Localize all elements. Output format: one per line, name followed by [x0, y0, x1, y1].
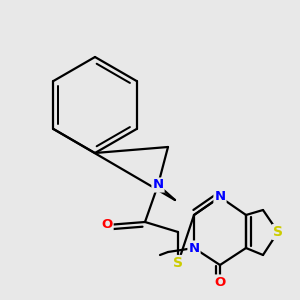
Text: S: S [273, 225, 283, 239]
Text: O: O [214, 275, 226, 289]
Text: O: O [101, 218, 112, 232]
Text: S: S [173, 256, 183, 270]
Text: N: N [214, 190, 226, 203]
Text: N: N [152, 178, 164, 191]
Text: N: N [188, 242, 200, 254]
